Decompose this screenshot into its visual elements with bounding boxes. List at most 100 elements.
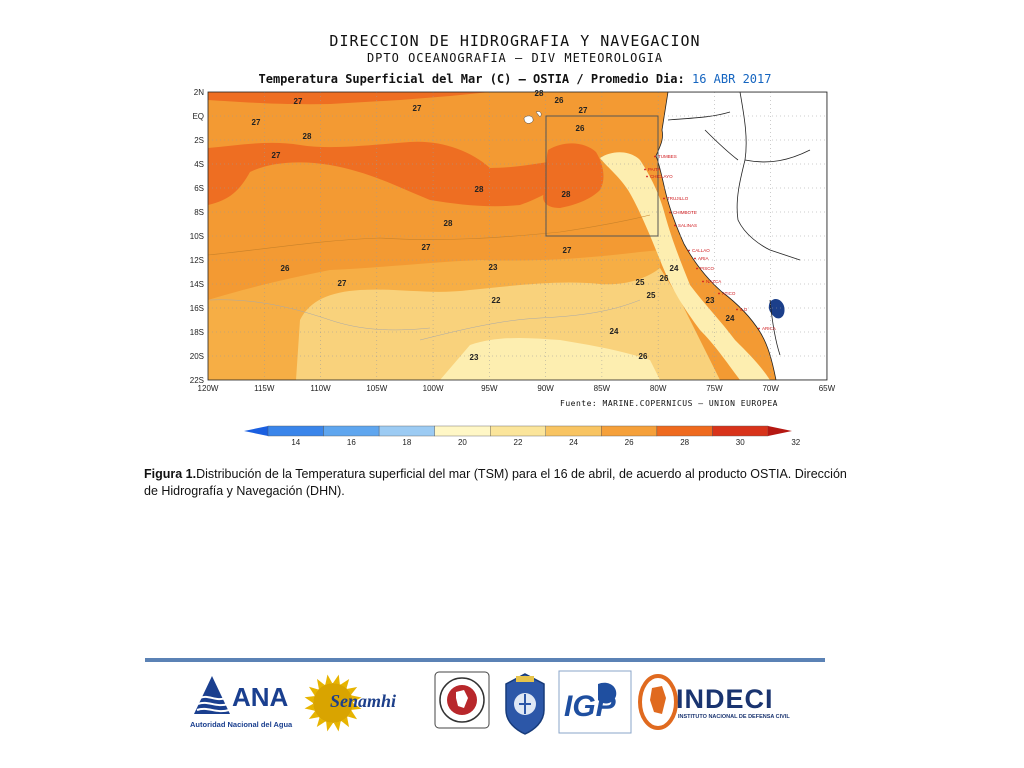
colorbar-tick-label: 18	[402, 438, 411, 447]
lat-tick-label: 18S	[190, 328, 204, 337]
map-title-text: Temperatura Superficial del Mar (C) – OS…	[258, 72, 685, 86]
isotherm-label: 27	[338, 279, 347, 288]
colorbar-segment	[601, 425, 658, 437]
isotherm-label: 27	[422, 243, 431, 252]
figure-caption: Figura 1.Distribución de la Temperatura …	[144, 466, 864, 500]
city-marker	[758, 327, 760, 330]
colorbar-tick-label: 24	[569, 438, 578, 447]
city-label: CHIMBOTE	[673, 210, 697, 215]
city-marker	[654, 155, 656, 158]
city-marker	[736, 308, 738, 311]
isotherm-label: 23	[470, 353, 479, 362]
colorbar-min-arrow	[244, 426, 268, 436]
ana-subtitle: Autoridad Nacional del Agua	[190, 720, 293, 729]
city-marker	[688, 249, 690, 252]
lon-tick-label: 95W	[481, 384, 498, 393]
isotherm-label: 27	[579, 106, 588, 115]
colorbar-tick-label: 22	[514, 438, 523, 447]
map-title: Temperatura Superficial del Mar (C) – OS…	[200, 72, 830, 86]
colorbar-segment	[323, 425, 380, 437]
isotherm-label: 27	[252, 118, 261, 127]
city-label: ATICO	[722, 291, 736, 296]
lat-tick-label: 14S	[190, 280, 204, 289]
lat-tick-label: 10S	[190, 232, 204, 241]
ana-emblem-icon	[194, 676, 230, 714]
isotherm-label: 26	[660, 274, 669, 283]
colorbar-max-arrow	[768, 426, 792, 436]
caption-label: Figura 1.	[144, 467, 197, 481]
city-label: CHICLAYO	[650, 174, 673, 179]
isotherm-label: 28	[535, 89, 544, 98]
sea-surface-layer	[208, 92, 827, 380]
lat-tick-label: 2S	[194, 136, 204, 145]
ana-wordmark: ANA	[232, 682, 289, 712]
city-marker	[694, 257, 696, 260]
isotherm-label: 27	[294, 97, 303, 106]
city-label: TUMBES	[658, 154, 677, 159]
isotherm-label: 26	[576, 124, 585, 133]
colorbar-tick-label: 26	[625, 438, 634, 447]
dhn-logo	[500, 670, 550, 736]
city-label: TRUJILLO	[667, 196, 689, 201]
indeci-subtitle: INSTITUTO NACIONAL DE DEFENSA CIVIL	[678, 714, 790, 720]
indeci-emblem-icon	[638, 674, 678, 730]
lat-tick-label: 16S	[190, 304, 204, 313]
data-source: Fuente: MARINE.COPERNICUS – UNION EUROPE…	[560, 399, 778, 408]
igp-logo: IGP	[558, 670, 632, 736]
colorbar-segment	[545, 425, 602, 437]
sun-icon	[304, 674, 362, 732]
isotherm-label: 28	[562, 190, 571, 199]
isotherm-label: 24	[610, 327, 619, 336]
city-marker	[646, 175, 648, 178]
senamhi-logo: Senamhi	[302, 670, 428, 736]
lat-tick-label: 4S	[194, 160, 204, 169]
city-marker	[669, 211, 671, 214]
partner-logos: ANA Autoridad Nacional del Agua Senamhi	[190, 670, 810, 740]
isotherm-label: 28	[444, 219, 453, 228]
sst-map: 120W 115W 110W 105W 100W 95W 90W 85W 80W 75W 70W 65…	[190, 88, 836, 447]
isotherm-label: 26	[281, 264, 290, 273]
colorbar-tick-label: 14	[291, 438, 300, 447]
colorbar-tick-label: 16	[347, 438, 356, 447]
lon-tick-label: 80W	[650, 384, 667, 393]
city-label: SALINAS	[678, 223, 697, 228]
isotherm-label: 28	[475, 185, 484, 194]
lat-tick-label: 6S	[194, 184, 204, 193]
isotherm-label: 27	[563, 246, 572, 255]
caption-text: Distribución de la Temperatura superfici…	[144, 467, 847, 498]
navy-shield-icon	[505, 673, 545, 735]
colorbar-tick-label: 30	[736, 438, 745, 447]
lon-tick-label: 65W	[819, 384, 836, 393]
colorbar: 14 16 18 20 22 24 26 28 30 32	[244, 425, 801, 447]
city-label: NAZCA	[706, 279, 721, 284]
peru-seal-icon	[434, 671, 490, 729]
ana-logo: ANA Autoridad Nacional del Agua	[190, 670, 302, 736]
isotherm-label: 27	[272, 151, 281, 160]
lat-tick-label: 12S	[190, 256, 204, 265]
colorbar-tick-label: 32	[791, 438, 800, 447]
isotherm-label: 22	[492, 296, 501, 305]
isotherm-label: 24	[670, 264, 679, 273]
map-frame	[207, 91, 828, 381]
document-title: DIRECCION DE HIDROGRAFIA Y NAVEGACION	[329, 32, 701, 50]
lon-tick-label: 100W	[423, 384, 444, 393]
city-marker	[718, 292, 720, 295]
city-label: ARICA	[762, 326, 776, 331]
colorbar-tick-label: 28	[680, 438, 689, 447]
lat-tick-label: EQ	[192, 112, 204, 121]
lon-tick-label: 120W	[198, 384, 219, 393]
city-marker	[663, 197, 665, 200]
lat-tick-label: 2N	[194, 88, 204, 97]
igp-emblem-icon: IGP	[558, 670, 632, 734]
colorbar-segment	[656, 425, 713, 437]
isotherm-label: 27	[413, 104, 422, 113]
lon-tick-label: 115W	[254, 384, 275, 393]
colorbar-segment	[267, 425, 324, 437]
lon-tick-label: 90W	[537, 384, 554, 393]
city-label: PISCO	[700, 266, 715, 271]
colorbar-segment	[490, 425, 546, 437]
city-marker	[702, 280, 704, 283]
isotherm-label: 24	[726, 314, 735, 323]
city-label: ILO	[740, 307, 748, 312]
city-label: CALLAO	[692, 248, 710, 253]
